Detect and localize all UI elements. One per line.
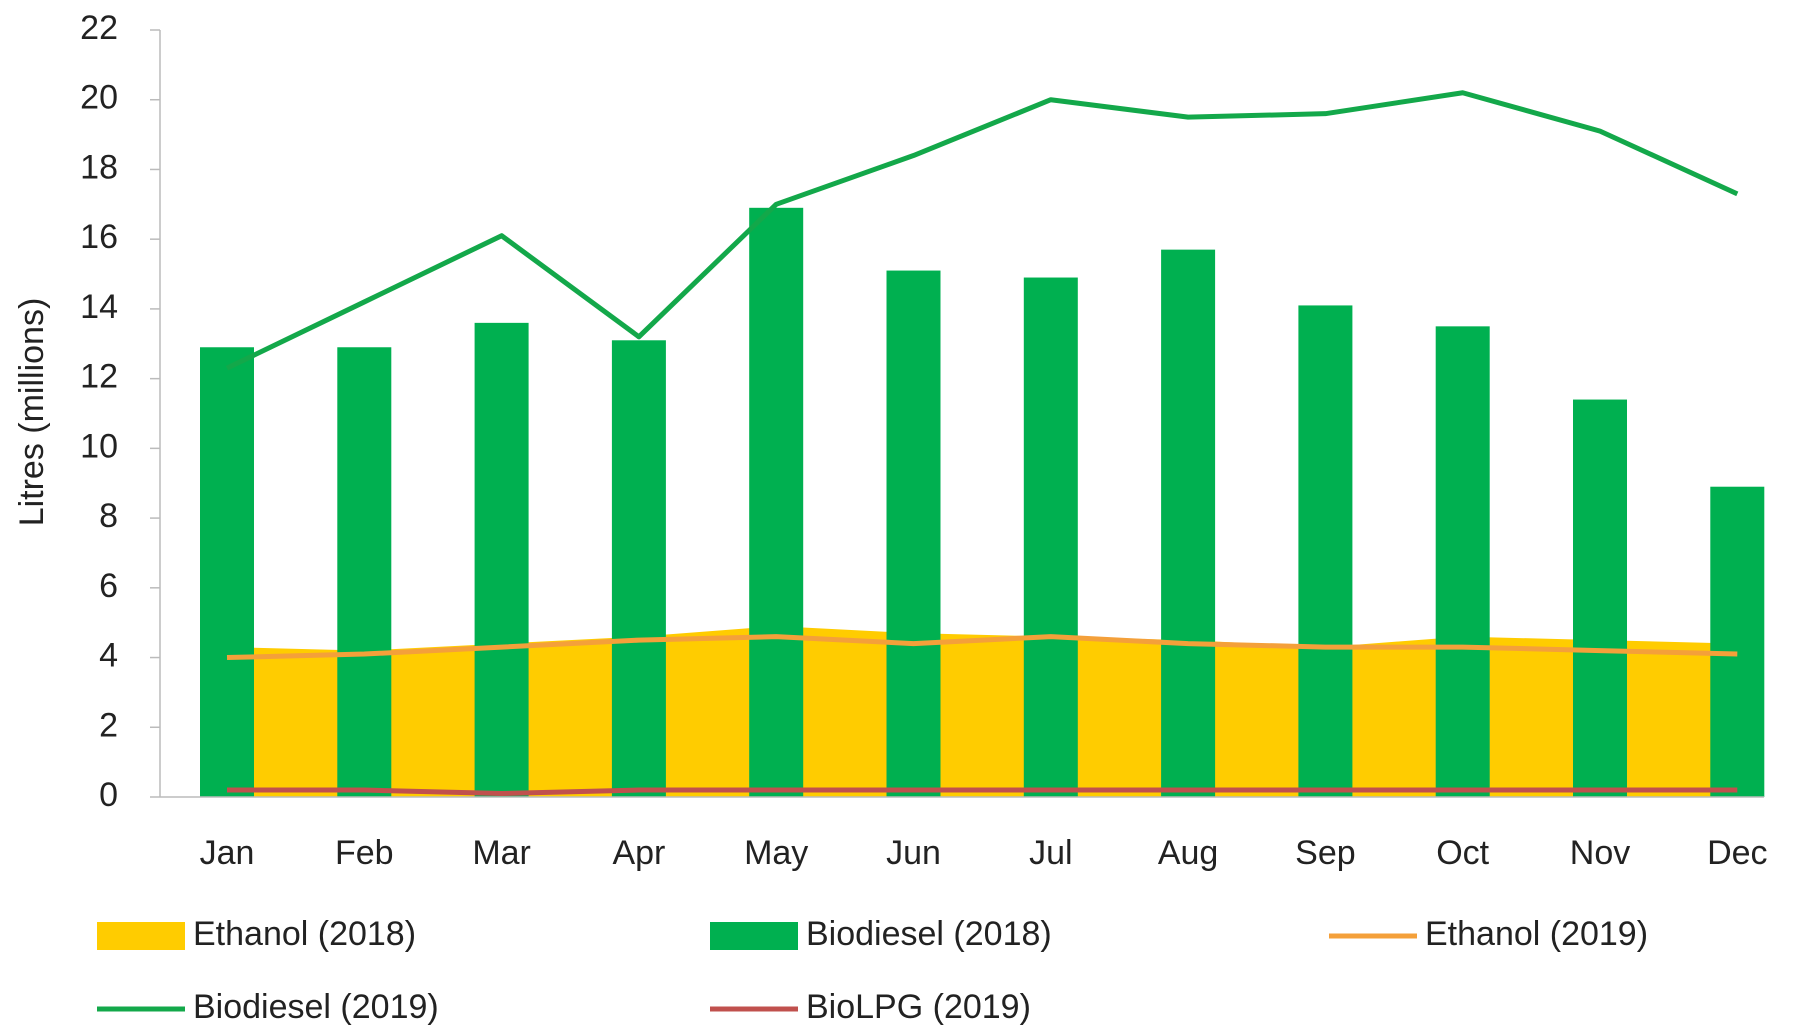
y-tick-label: 16: [80, 218, 118, 256]
bar: [1023, 277, 1078, 797]
bar: [474, 322, 529, 797]
bar: [1573, 399, 1627, 797]
x-tick-label: Dec: [1707, 834, 1767, 872]
y-tick-label: 20: [80, 79, 118, 117]
y-tick-label: 6: [99, 567, 118, 605]
x-tick-label: Mar: [472, 834, 531, 872]
x-tick-label: Jan: [200, 834, 255, 872]
x-tick-label: Aug: [1158, 834, 1219, 872]
legend-label: BioLPG (2019): [806, 988, 1031, 1026]
y-tick-label: 14: [80, 288, 118, 326]
bar: [200, 347, 254, 797]
x-tick-label: Feb: [335, 834, 394, 872]
bar: [611, 340, 666, 797]
y-tick-label: 4: [99, 637, 118, 675]
x-tick-label: Jun: [886, 834, 941, 872]
legend-label: Biodiesel (2019): [193, 988, 439, 1026]
y-axis-label: Litres (millions): [13, 298, 51, 527]
bar: [1435, 326, 1490, 797]
legend-label: Biodiesel (2018): [806, 915, 1052, 953]
area: [227, 626, 1738, 797]
legend-swatch: [710, 922, 798, 950]
bar: [1710, 486, 1765, 797]
legend-swatch: [97, 922, 185, 950]
y-tick-label: 0: [99, 776, 118, 814]
x-tick-label: Apr: [612, 834, 665, 872]
line: [225, 90, 1739, 371]
y-tick-label: 22: [80, 9, 118, 47]
bar: [1161, 249, 1216, 797]
y-tick-label: 12: [80, 358, 118, 396]
y-tick-label: 8: [99, 497, 118, 535]
y-tick-label: 2: [99, 706, 118, 744]
x-tick-label: Sep: [1295, 834, 1356, 872]
legend-label: Ethanol (2019): [1425, 915, 1648, 953]
y-tick-label: 10: [80, 427, 118, 465]
bar: [886, 270, 941, 797]
x-tick-label: Oct: [1436, 834, 1489, 872]
x-tick-label: Nov: [1570, 834, 1630, 872]
y-tick-label: 18: [80, 148, 118, 186]
legend-label: Ethanol (2018): [193, 915, 416, 953]
bar: [749, 207, 804, 797]
x-tick-label: May: [744, 834, 808, 872]
bar: [1298, 305, 1353, 797]
line: [226, 634, 1738, 661]
bar: [337, 347, 392, 797]
x-tick-label: Jul: [1029, 834, 1072, 872]
line: [227, 787, 1738, 797]
